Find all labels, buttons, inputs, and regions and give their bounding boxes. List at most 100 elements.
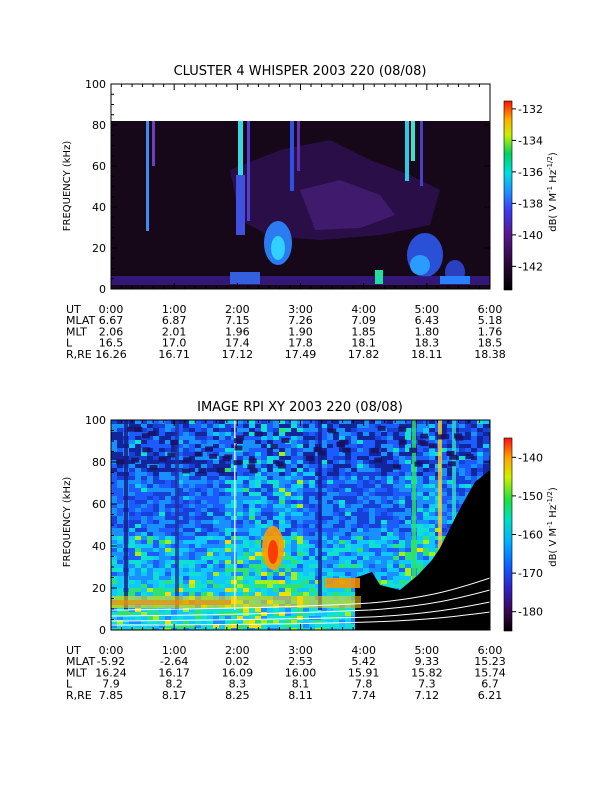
image-spectrogram-cell bbox=[303, 492, 309, 496]
image-spectrogram-cell bbox=[141, 440, 147, 444]
cluster-burst-0450 bbox=[411, 121, 415, 161]
image-spectrogram-cell bbox=[477, 460, 483, 464]
image-spectrogram-cell bbox=[255, 512, 261, 516]
image-spectrogram-cell bbox=[249, 588, 255, 592]
image-spectrogram-cell bbox=[189, 444, 195, 448]
image-spectrogram-cell bbox=[345, 512, 351, 516]
image-spectrogram-cell bbox=[111, 620, 117, 624]
image-spectrogram-cell bbox=[159, 576, 165, 580]
image-spectrogram-cell bbox=[351, 572, 357, 576]
image-spectrogram-cell bbox=[195, 572, 201, 576]
image-spectrogram-cell bbox=[357, 552, 363, 556]
image-ephemeris-value: 7.74 bbox=[351, 689, 376, 702]
image-spectrogram-speckle bbox=[209, 453, 218, 459]
image-spectrogram-cell bbox=[327, 496, 333, 500]
cluster-ephemeris-value: 17.4 bbox=[225, 337, 250, 350]
image-spectrogram-cell bbox=[141, 556, 147, 560]
image-spectrogram-cell bbox=[165, 440, 171, 444]
image-spectrogram-cell bbox=[405, 512, 411, 516]
image-spectrogram-cell bbox=[423, 464, 429, 468]
image-spectrogram-cell bbox=[387, 532, 393, 536]
image-spectrogram-cell bbox=[333, 624, 339, 628]
image-spectrogram-cell bbox=[219, 564, 225, 568]
image-spectrogram-cell bbox=[117, 568, 123, 572]
image-spectrogram-cell bbox=[429, 508, 435, 512]
image-spectrogram-cell bbox=[291, 492, 297, 496]
image-spectrogram-cell bbox=[387, 432, 393, 436]
cluster-burst-0455 bbox=[420, 121, 423, 186]
image-spectrogram-cell bbox=[339, 524, 345, 528]
image-spectrogram-cell bbox=[345, 468, 351, 472]
image-spectrogram-streak bbox=[412, 420, 416, 610]
image-spectrogram-cell bbox=[147, 444, 153, 448]
image-spectrogram-cell bbox=[357, 524, 363, 528]
image-spectrogram-cell bbox=[381, 496, 387, 500]
image-spectrogram-cell bbox=[291, 608, 297, 612]
image-spectrogram-cell bbox=[165, 488, 171, 492]
image-spectrogram-cell bbox=[327, 452, 333, 456]
image-spectrogram-cell bbox=[291, 588, 297, 592]
image-spectrogram-cell bbox=[279, 592, 285, 596]
image-spectrogram-cell bbox=[117, 476, 123, 480]
image-spectrogram-cell bbox=[183, 552, 189, 556]
image-spectrogram-cell bbox=[417, 548, 423, 552]
image-ephemeris-value: 6:00 bbox=[478, 644, 503, 657]
image-spectrogram-speckle bbox=[183, 457, 192, 463]
image-spectrogram-cell bbox=[135, 532, 141, 536]
image-spectrogram-cell bbox=[363, 440, 369, 444]
image-spectrogram-cell bbox=[459, 472, 465, 476]
cluster-ytick-label: 80 bbox=[92, 119, 106, 132]
image-spectrogram-cell bbox=[159, 452, 165, 456]
image-spectrogram-cell bbox=[471, 480, 477, 484]
image-colorbar-label: dB( V M-1 Hz-1/2) bbox=[546, 487, 559, 567]
image-spectrogram-cell bbox=[177, 448, 183, 452]
image-spectrogram-cell bbox=[177, 612, 183, 616]
image-spectrogram-cell bbox=[429, 540, 435, 544]
image-spectrogram-cell bbox=[189, 420, 195, 424]
image-spectrogram-cell bbox=[399, 424, 405, 428]
image-spectrogram-cell bbox=[219, 592, 225, 596]
image-spectrogram-cell bbox=[111, 552, 117, 556]
image-spectrogram-cell bbox=[243, 468, 249, 472]
image-spectrogram-cell bbox=[165, 480, 171, 484]
image-spectrogram-cell bbox=[369, 432, 375, 436]
image-spectrogram-cell bbox=[129, 476, 135, 480]
image-spectrogram-cell bbox=[309, 560, 315, 564]
image-spectrogram-cell bbox=[129, 500, 135, 504]
image-spectrogram-cell bbox=[189, 456, 195, 460]
image-spectrogram-cell bbox=[291, 432, 297, 436]
image-spectrogram-cell bbox=[273, 476, 279, 480]
image-spectrogram-cell bbox=[291, 576, 297, 580]
image-spectrogram-cell bbox=[315, 620, 321, 624]
image-spectrogram-cell bbox=[183, 528, 189, 532]
image-spectrogram-cell bbox=[165, 436, 171, 440]
image-spectrogram-cell bbox=[201, 612, 207, 616]
image-spectrogram-cell bbox=[387, 524, 393, 528]
image-spectrogram-cell bbox=[249, 576, 255, 580]
image-spectrogram-cell bbox=[477, 452, 483, 456]
image-spectrogram-cell bbox=[219, 540, 225, 544]
image-spectrogram-cell bbox=[441, 508, 447, 512]
image-spectrogram-cell bbox=[351, 544, 357, 548]
image-spectrogram-cell bbox=[153, 548, 159, 552]
image-spectrogram-cell bbox=[165, 496, 171, 500]
image-spectrogram-cell bbox=[189, 524, 195, 528]
image-spectrogram-cell bbox=[309, 520, 315, 524]
image-spectrogram-cell bbox=[249, 592, 255, 596]
cluster-ephemeris-value: 3:00 bbox=[288, 303, 313, 316]
image-spectrogram-cell bbox=[417, 524, 423, 528]
image-spectrogram-cell bbox=[333, 536, 339, 540]
image-spectrogram-speckle bbox=[270, 443, 279, 449]
image-spectrogram-cell bbox=[393, 452, 399, 456]
image-spectrogram-cell bbox=[393, 552, 399, 556]
image-spectrogram-cell bbox=[243, 460, 249, 464]
image-spectrogram-cell bbox=[159, 556, 165, 560]
image-spectrogram-cell bbox=[423, 420, 429, 424]
image-spectrogram-cell bbox=[339, 548, 345, 552]
image-ephemeris-value: 15.23 bbox=[474, 655, 506, 668]
image-ephemeris-value: 7.3 bbox=[418, 678, 436, 691]
cluster-emission-broad bbox=[230, 140, 440, 240]
image-spectrogram-cell bbox=[171, 476, 177, 480]
image-spectrogram-cell bbox=[261, 608, 267, 612]
image-ephemeris-value: 2:00 bbox=[225, 644, 250, 657]
